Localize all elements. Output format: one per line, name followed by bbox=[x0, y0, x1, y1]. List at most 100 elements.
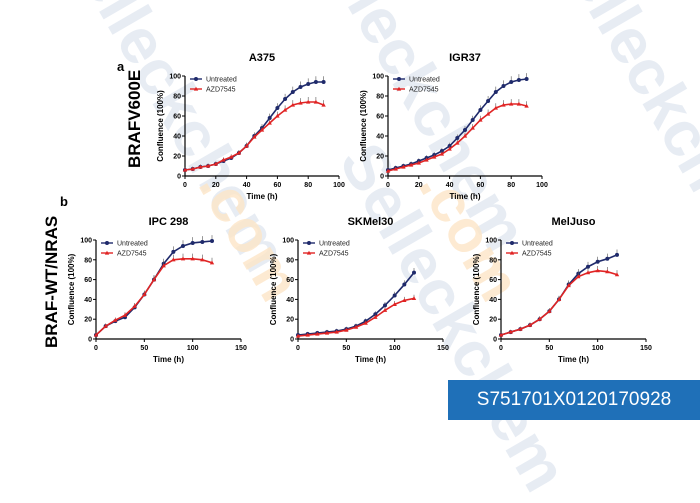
y-tick-label: 0 bbox=[493, 337, 497, 344]
legend-label: AZD7545 bbox=[206, 87, 236, 94]
y-tick-label: 0 bbox=[380, 174, 384, 181]
data-point-azd7545 bbox=[518, 326, 523, 331]
data-point-azd7545 bbox=[556, 297, 562, 301]
data-point-untreated bbox=[298, 85, 303, 89]
data-point-azd7545 bbox=[213, 161, 218, 166]
data-point-azd7545 bbox=[576, 274, 581, 279]
data-point-azd7545 bbox=[334, 329, 339, 334]
y-tick-label: 20 bbox=[286, 317, 294, 324]
data-point-untreated bbox=[267, 116, 272, 120]
legend-label: Untreated bbox=[206, 77, 237, 84]
data-point-azd7545 bbox=[259, 127, 265, 132]
data-point-azd7545 bbox=[93, 332, 99, 337]
x-axis-label: Time (h) bbox=[247, 192, 278, 201]
data-point-azd7545 bbox=[306, 99, 311, 104]
data-point-untreated bbox=[516, 78, 521, 82]
legend-label: Untreated bbox=[522, 241, 553, 248]
chart-title: A375 bbox=[249, 52, 275, 64]
data-point-azd7545 bbox=[455, 140, 460, 145]
x-tick-label: 80 bbox=[507, 182, 515, 189]
legend-label: AZD7545 bbox=[522, 251, 552, 258]
x-tick-label: 40 bbox=[446, 182, 454, 189]
x-tick-label: 50 bbox=[342, 345, 350, 352]
x-tick-label: 0 bbox=[386, 182, 390, 189]
data-point-azd7545 bbox=[392, 302, 397, 306]
legend-label: Untreated bbox=[409, 77, 440, 84]
legend-marker bbox=[509, 250, 515, 255]
data-point-azd7545 bbox=[171, 257, 176, 262]
data-point-azd7545 bbox=[313, 99, 319, 104]
row-label-braf-v600e: BRAFV600E bbox=[125, 69, 144, 168]
data-point-azd7545 bbox=[498, 332, 504, 337]
series-line-azd7545 bbox=[500, 269, 618, 336]
data-point-untreated bbox=[455, 136, 460, 140]
y-tick-label: 20 bbox=[489, 317, 497, 324]
x-tick-label: 50 bbox=[140, 345, 148, 352]
data-point-azd7545 bbox=[180, 256, 186, 261]
legend-marker bbox=[396, 86, 402, 91]
y-tick-label: 60 bbox=[286, 277, 294, 284]
data-point-untreated bbox=[486, 99, 491, 103]
data-point-untreated bbox=[501, 84, 506, 88]
data-point-azd7545 bbox=[295, 333, 301, 338]
data-point-azd7545 bbox=[614, 272, 620, 277]
y-tick-label: 80 bbox=[376, 94, 384, 101]
data-point-untreated bbox=[306, 82, 311, 86]
data-point-azd7545 bbox=[393, 166, 398, 171]
data-point-azd7545 bbox=[493, 105, 498, 110]
y-tick-label: 100 bbox=[169, 74, 181, 81]
data-point-azd7545 bbox=[509, 101, 514, 106]
y-tick-label: 80 bbox=[84, 257, 92, 264]
x-tick-label: 100 bbox=[592, 345, 604, 352]
x-tick-label: 150 bbox=[437, 345, 449, 352]
legend-marker bbox=[307, 241, 311, 245]
legend-label: AZD7545 bbox=[117, 251, 147, 258]
data-point-azd7545 bbox=[595, 268, 600, 273]
y-tick-label: 0 bbox=[177, 174, 181, 181]
y-axis-label: Confluence (100%) bbox=[269, 253, 278, 325]
data-point-azd7545 bbox=[182, 167, 188, 172]
data-point-azd7545 bbox=[282, 107, 288, 112]
data-point-untreated bbox=[181, 243, 185, 248]
panel-label-b: b bbox=[60, 194, 68, 209]
series-line-untreated bbox=[184, 81, 324, 171]
y-tick-label: 0 bbox=[88, 337, 92, 344]
x-tick-label: 80 bbox=[304, 182, 312, 189]
data-point-untreated bbox=[402, 282, 407, 287]
y-tick-label: 40 bbox=[376, 134, 384, 141]
figure: A375 0 20 40 60 80 100 0 20 40 60 80 100 Time (h) Conf… bbox=[67, 52, 652, 364]
data-point-untreated bbox=[509, 80, 514, 84]
data-point-untreated bbox=[200, 239, 205, 244]
data-point-azd7545 bbox=[275, 113, 280, 118]
data-point-azd7545 bbox=[501, 102, 506, 107]
y-tick-label: 100 bbox=[372, 74, 384, 81]
y-axis-label: Confluence (100%) bbox=[67, 253, 76, 325]
catalog-id-badge: S751701X0120170928 bbox=[448, 380, 700, 420]
y-tick-label: 60 bbox=[376, 114, 384, 121]
data-point-untreated bbox=[478, 108, 483, 112]
x-tick-label: 0 bbox=[499, 345, 503, 352]
data-point-azd7545 bbox=[151, 277, 157, 282]
data-point-untreated bbox=[412, 270, 416, 275]
data-point-azd7545 bbox=[252, 134, 257, 139]
data-point-untreated bbox=[190, 240, 195, 245]
y-tick-label: 40 bbox=[84, 297, 92, 304]
x-tick-label: 150 bbox=[235, 345, 247, 352]
data-point-azd7545 bbox=[462, 133, 468, 138]
legend-marker bbox=[510, 241, 514, 245]
data-point-untreated bbox=[171, 249, 176, 254]
y-tick-label: 0 bbox=[290, 337, 294, 344]
data-point-azd7545 bbox=[190, 256, 195, 261]
chart-title: IPC 298 bbox=[149, 216, 189, 228]
data-point-azd7545 bbox=[385, 168, 391, 173]
data-point-azd7545 bbox=[344, 327, 349, 332]
x-tick-label: 60 bbox=[274, 182, 282, 189]
legend-marker bbox=[193, 86, 199, 91]
y-tick-label: 40 bbox=[286, 297, 294, 304]
panel-label-a: a bbox=[117, 59, 125, 74]
data-point-untreated bbox=[463, 128, 467, 132]
data-point-azd7545 bbox=[122, 312, 128, 317]
